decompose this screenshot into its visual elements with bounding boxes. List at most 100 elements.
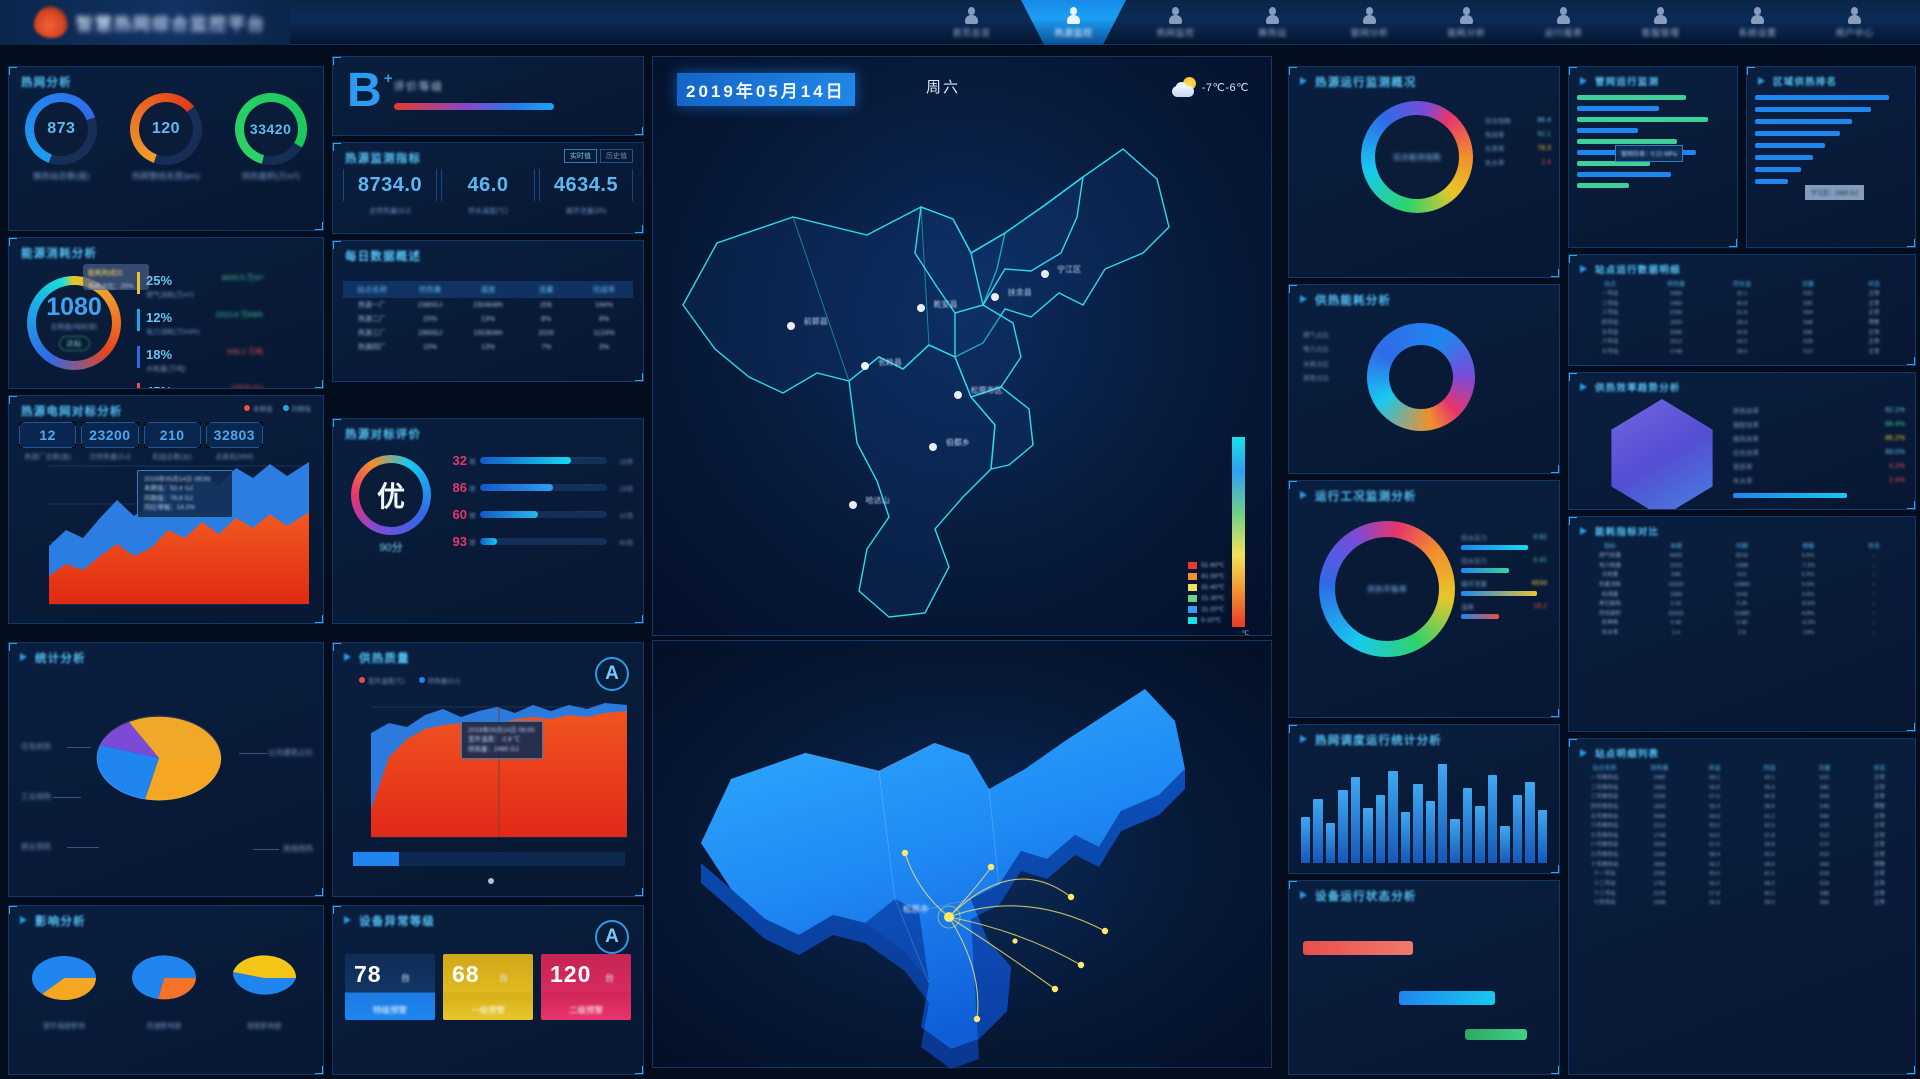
bar-row: 93 项 90项 bbox=[445, 534, 633, 549]
legend-row: 45% 热量消耗(GJ) 15620 GJ bbox=[137, 383, 263, 388]
legend-percent: 18% bbox=[146, 347, 173, 362]
condition-ring: 供热平衡率 bbox=[1319, 521, 1455, 657]
table-row: 七号站 1748 38.6 512 正常 bbox=[1601, 348, 1880, 355]
card-daily-data: 每日数据概述 站点名称 供热量 温度 流量 完成率 热源一厂 2380GJ 23… bbox=[332, 240, 644, 382]
heat-map-svg[interactable] bbox=[653, 57, 1273, 637]
map-panel-heat[interactable]: 2019年05月14日 周六 -7℃-6℃ 前郭县 长岭县 乾安县 bbox=[652, 56, 1273, 637]
metric-tabs[interactable]: 实时值 历史值 bbox=[564, 149, 633, 163]
kpi-row: 12 热源厂总数(座) 23200 日供热量(GJ) 210 机组总数(台) 3… bbox=[19, 422, 263, 462]
quality-area-chart: 2019年05月14日 09:00 室外温度：-2.8 ℃ 供热量：2480 G… bbox=[353, 699, 629, 849]
energy-donut: 1080 总耗能(吨标煤) 达标 bbox=[27, 276, 121, 370]
donut-ring: 873 bbox=[25, 93, 98, 165]
table-row: 标煤量 1080 1042 3.6% ↑ bbox=[1601, 591, 1876, 598]
nav-item-4[interactable]: 管网分析 bbox=[1322, 0, 1417, 45]
nav-item-6[interactable]: 运行报表 bbox=[1516, 0, 1611, 45]
tooltip-title: 2019年05月14日 09:00 bbox=[468, 727, 535, 734]
legend-row: 18% 水耗量(万吨) 648.2 万吨 bbox=[137, 346, 263, 374]
card-source-overview: 热源运行监测概况 综合能效指数 综合指数 86.4 热效率 92.1 负荷率 78.3… bbox=[1288, 66, 1560, 278]
table-row: 五号站 2086 42.8 596 正常 bbox=[1601, 329, 1880, 336]
leader-line bbox=[53, 797, 81, 798]
bar-track: 达标项目数 bbox=[479, 457, 607, 464]
chart-scrollbar[interactable] bbox=[353, 852, 625, 866]
card-energy-consumption: 能源消耗分析 1080 总耗能(吨标煤) 达标 能耗构成比 热耗占比：25% 2… bbox=[8, 237, 324, 389]
td: 1124% bbox=[593, 329, 615, 337]
table-row: 十号换热站 1896 56.2 38.9 560 预警 bbox=[1590, 861, 1885, 868]
td: 热源二厂 bbox=[358, 316, 386, 323]
nav-item-0[interactable]: 首页总览 bbox=[924, 0, 1019, 45]
bar-row: 86 项 优良率 18项 bbox=[445, 480, 633, 495]
td: 1503kWh bbox=[473, 329, 503, 337]
legend-swatch bbox=[1188, 605, 1198, 613]
main-nav[interactable]: 首页总览 热源监控 热网监控 换热站 管网分析 能耗分析 运行报表 客服管理 bbox=[290, 0, 1920, 45]
table-row: 单位能耗 0.32 0.35 -8.6% ↓ bbox=[1598, 601, 1876, 608]
table-header: 站点名称 供热量 供温 回温 流量 状态 bbox=[1592, 766, 1886, 772]
user-icon bbox=[1847, 6, 1862, 24]
card-title: 能耗指标对比 bbox=[1569, 517, 1915, 538]
pin-label: 哈达山 bbox=[865, 496, 890, 506]
table-row: 八号换热站 2004 57.0 39.8 572 正常 bbox=[1590, 842, 1885, 849]
energy-status-badge: 达标 bbox=[58, 336, 90, 351]
card-source-rating: 热源对标评价 优 90分 32 项 达标项目数 28项 86 项 优良率 18项… bbox=[332, 418, 644, 624]
device-badge-a[interactable]: A bbox=[595, 920, 629, 954]
gauge-label: 热网管线长度(km) bbox=[131, 171, 200, 181]
table-row: 二号站 1960 40.8 580 正常 bbox=[1601, 300, 1880, 307]
bar-num: 93 bbox=[452, 534, 467, 549]
bar-fill bbox=[479, 484, 554, 491]
weather-temp: -7℃-6℃ bbox=[1201, 81, 1249, 94]
legend-value: 2310.8 万kWh bbox=[215, 310, 263, 319]
mini-bar bbox=[1461, 614, 1499, 619]
card-title: 热源对标评价 bbox=[345, 429, 422, 441]
tab-history[interactable]: 历史值 bbox=[600, 149, 633, 163]
leader-line bbox=[67, 747, 91, 748]
small-pie-2: 湿度影响度 bbox=[225, 948, 303, 1031]
flame-logo-icon bbox=[34, 6, 68, 38]
donut-ring: 33420 bbox=[234, 93, 307, 165]
td: 1960GJ bbox=[417, 329, 443, 337]
scrollbar-thumb[interactable] bbox=[353, 852, 399, 866]
tooltip-row: 本期值：52.4 GJ bbox=[144, 485, 193, 493]
tab-realtime[interactable]: 实时值 bbox=[564, 149, 597, 163]
chart-svg bbox=[49, 462, 309, 605]
quality-badge-a[interactable]: A bbox=[595, 657, 629, 691]
warning-unit: 台 bbox=[605, 973, 615, 983]
nav-item-9[interactable]: 用户中心 bbox=[1807, 0, 1902, 45]
bar-row: 60 项 合格项数 32项 bbox=[445, 507, 633, 522]
kpi-value: 12 bbox=[39, 427, 56, 443]
legend-label: 室外温度(℃) bbox=[368, 678, 405, 685]
gauge-hole: 120 bbox=[138, 102, 193, 156]
nav-item-2[interactable]: 热网监控 bbox=[1128, 0, 1223, 45]
card-title: 每日数据概述 bbox=[345, 251, 422, 263]
tooltip-row: 供热量：2480 GJ bbox=[468, 745, 519, 753]
chart-tooltip: 2019年05月14日 09:00 室外温度：-2.8 ℃ 供热量：2480 G… bbox=[461, 721, 543, 760]
bar-unit: 项 bbox=[469, 539, 476, 547]
card-title: 站点运行数据明细 bbox=[1569, 255, 1915, 276]
pin-label: 扶余县 bbox=[1007, 288, 1032, 298]
nav-item-3[interactable]: 换热站 bbox=[1225, 0, 1320, 45]
kpi-label: 机组总数(台) bbox=[152, 454, 192, 461]
card-pipe-monitor: 管网运行监测 管网压差：0.21 MPa bbox=[1568, 66, 1738, 248]
card-title: 热源运行监测概况 bbox=[1289, 67, 1559, 90]
energy-donut-hole: 1080 总耗能(吨标煤) 达标 bbox=[36, 285, 112, 361]
nav-item-8[interactable]: 系统设置 bbox=[1710, 0, 1805, 45]
bar-num: 86 bbox=[452, 480, 467, 495]
legend-label: 0-10℃ bbox=[1201, 617, 1222, 624]
tooltip-row: 室外温度：-2.8 ℃ bbox=[468, 736, 521, 744]
energy-legend-right: 燃气占比 电力占比 水耗占比 其他占比 bbox=[1303, 332, 1329, 382]
nav-item-1-active[interactable]: 热源监控 bbox=[1021, 0, 1126, 45]
warning-card-1: 68 台 一级预警 bbox=[443, 954, 533, 1020]
nav-item-7[interactable]: 客服管理 bbox=[1613, 0, 1708, 45]
map-panel-3d[interactable]: 松原市 bbox=[652, 640, 1273, 1069]
kpi-box: 210 bbox=[143, 422, 201, 448]
sun-cloud-icon bbox=[1171, 77, 1198, 97]
table-row: 热量消耗 15620 14880 5.0% ↑ bbox=[1598, 581, 1876, 588]
kpi-label: 热源厂总数(座) bbox=[24, 454, 71, 461]
ranking-hbars bbox=[1755, 95, 1907, 191]
legend-name: 水耗量(万吨) bbox=[146, 366, 186, 373]
nav-item-5[interactable]: 能耗分析 bbox=[1419, 0, 1514, 45]
daily-table: 站点名称 供热量 温度 流量 完成率 热源一厂 2380GJ 2304kWh 2… bbox=[343, 281, 633, 354]
carousel-dot[interactable] bbox=[488, 878, 494, 884]
bar-overlay-label: 合格项数 bbox=[577, 511, 601, 512]
station-icon bbox=[1265, 6, 1280, 24]
legend-dot bbox=[359, 677, 365, 683]
map3d-svg[interactable] bbox=[653, 641, 1273, 1069]
